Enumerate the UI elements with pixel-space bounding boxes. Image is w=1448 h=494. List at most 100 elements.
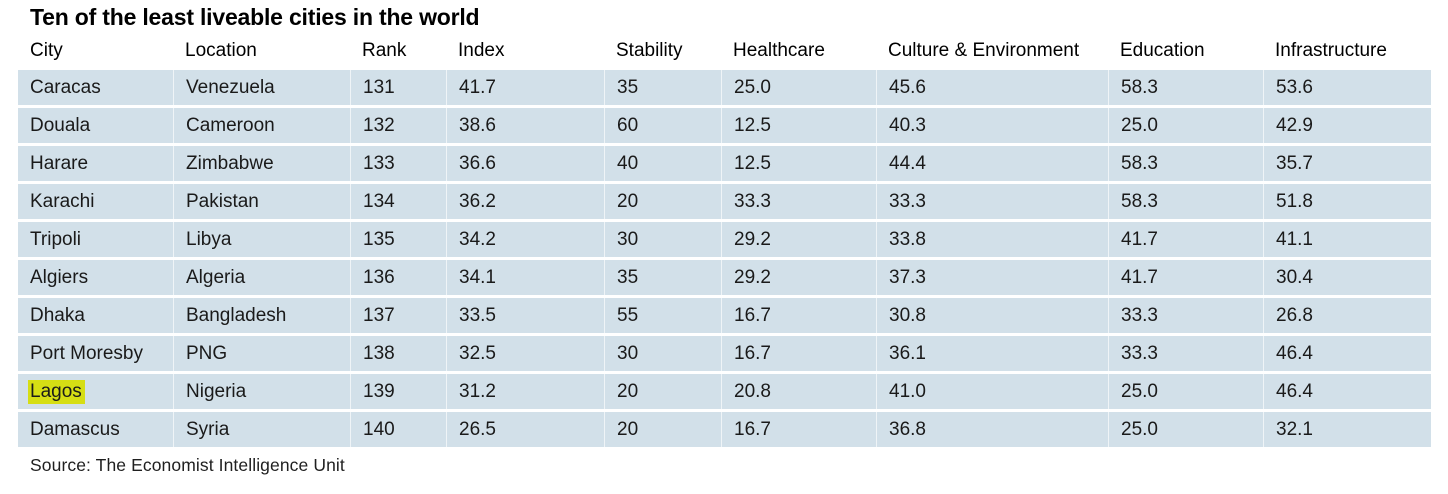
cell-tripoli-rank: 135 — [350, 222, 446, 257]
cell-port-moresby-healthcare: 16.7 — [721, 336, 876, 371]
cell-tripoli-culture-environment: 33.8 — [876, 222, 1108, 257]
cell-algiers-rank: 136 — [350, 260, 446, 295]
cell-damascus-infrastructure: 32.1 — [1263, 412, 1431, 447]
cell-karachi-culture-environment: 33.3 — [876, 184, 1108, 219]
cell-karachi-city: Karachi — [18, 184, 173, 219]
column-header-education: Education — [1108, 36, 1263, 67]
table-row-douala: Douala Cameroon 132 38.6 60 12.5 40.3 25.0 42.9 — [18, 108, 1431, 143]
cell-lagos-location: Nigeria — [173, 374, 350, 409]
column-header-index: Index — [446, 36, 604, 67]
cell-karachi-rank: 134 — [350, 184, 446, 219]
cell-tripoli-city: Tripoli — [18, 222, 173, 257]
cell-lagos-culture-environment: 41.0 — [876, 374, 1108, 409]
table-row-caracas: Caracas Venezuela 131 41.7 35 25.0 45.6 58.3 53.… — [18, 70, 1431, 105]
cell-harare-culture-environment: 44.4 — [876, 146, 1108, 181]
table-row-harare: Harare Zimbabwe 133 36.6 40 12.5 44.4 58.3 35.7 — [18, 146, 1431, 181]
table-row-tripoli: Tripoli Libya 135 34.2 30 29.2 33.8 41.7 41.1 — [18, 222, 1431, 257]
column-header-stability: Stability — [604, 36, 721, 67]
cell-port-moresby-location: PNG — [173, 336, 350, 371]
cell-douala-stability: 60 — [604, 108, 721, 143]
cell-caracas-location: Venezuela — [173, 70, 350, 105]
cell-port-moresby-city: Port Moresby — [18, 336, 173, 371]
cell-douala-location: Cameroon — [173, 108, 350, 143]
cell-karachi-education: 58.3 — [1108, 184, 1263, 219]
cell-port-moresby-index: 32.5 — [446, 336, 604, 371]
cell-harare-healthcare: 12.5 — [721, 146, 876, 181]
cell-douala-index: 38.6 — [446, 108, 604, 143]
cell-dhaka-education: 33.3 — [1108, 298, 1263, 333]
cell-tripoli-education: 41.7 — [1108, 222, 1263, 257]
cell-caracas-culture-environment: 45.6 — [876, 70, 1108, 105]
cell-tripoli-infrastructure: 41.1 — [1263, 222, 1431, 257]
column-header-rank: Rank — [350, 36, 446, 67]
cell-karachi-index: 36.2 — [446, 184, 604, 219]
cell-port-moresby-education: 33.3 — [1108, 336, 1263, 371]
cell-algiers-index: 34.1 — [446, 260, 604, 295]
cell-harare-education: 58.3 — [1108, 146, 1263, 181]
liveability-table: City Location Rank Index Stability Healthcare… — [18, 33, 1431, 450]
cell-damascus-culture-environment: 36.8 — [876, 412, 1108, 447]
column-header-culture-environment: Culture & Environment — [876, 36, 1108, 67]
cell-dhaka-index: 33.5 — [446, 298, 604, 333]
table-row-karachi: Karachi Pakistan 134 36.2 20 33.3 33.3 58.3 51.8 — [18, 184, 1431, 219]
cell-port-moresby-infrastructure: 46.4 — [1263, 336, 1431, 371]
column-header-healthcare: Healthcare — [721, 36, 876, 67]
figure-title: Ten of the least liveable cities in the … — [30, 4, 480, 30]
cell-caracas-stability: 35 — [604, 70, 721, 105]
cell-damascus-location: Syria — [173, 412, 350, 447]
table-row-damascus: Damascus Syria 140 26.5 20 16.7 36.8 25.0 32.1 — [18, 412, 1431, 447]
cell-douala-infrastructure: 42.9 — [1263, 108, 1431, 143]
cell-damascus-city: Damascus — [18, 412, 173, 447]
cell-karachi-location: Pakistan — [173, 184, 350, 219]
cell-damascus-education: 25.0 — [1108, 412, 1263, 447]
cell-harare-city: Harare — [18, 146, 173, 181]
cell-douala-education: 25.0 — [1108, 108, 1263, 143]
cell-lagos-healthcare: 20.8 — [721, 374, 876, 409]
cell-douala-city: Douala — [18, 108, 173, 143]
cell-tripoli-stability: 30 — [604, 222, 721, 257]
cell-algiers-infrastructure: 30.4 — [1263, 260, 1431, 295]
cell-caracas-index: 41.7 — [446, 70, 604, 105]
cell-harare-infrastructure: 35.7 — [1263, 146, 1431, 181]
cell-dhaka-stability: 55 — [604, 298, 721, 333]
table-figure: Ten of the least liveable cities in the … — [18, 4, 1431, 475]
cell-port-moresby-culture-environment: 36.1 — [876, 336, 1108, 371]
cell-karachi-stability: 20 — [604, 184, 721, 219]
cell-tripoli-healthcare: 29.2 — [721, 222, 876, 257]
column-header-infrastructure: Infrastructure — [1263, 36, 1431, 67]
cell-karachi-infrastructure: 51.8 — [1263, 184, 1431, 219]
cell-lagos-rank: 139 — [350, 374, 446, 409]
cell-dhaka-culture-environment: 30.8 — [876, 298, 1108, 333]
cell-caracas-healthcare: 25.0 — [721, 70, 876, 105]
cell-algiers-healthcare: 29.2 — [721, 260, 876, 295]
cell-dhaka-city: Dhaka — [18, 298, 173, 333]
table-row-lagos: Lagos Nigeria 139 31.2 20 20.8 41.0 25.0 46.4 — [18, 374, 1431, 409]
table-row-dhaka: Dhaka Bangladesh 137 33.5 55 16.7 30.8 33.3 26.8 — [18, 298, 1431, 333]
column-header-location: Location — [173, 36, 350, 67]
cell-dhaka-infrastructure: 26.8 — [1263, 298, 1431, 333]
cell-harare-location: Zimbabwe — [173, 146, 350, 181]
cell-algiers-stability: 35 — [604, 260, 721, 295]
cell-damascus-rank: 140 — [350, 412, 446, 447]
cell-caracas-rank: 131 — [350, 70, 446, 105]
column-header-city: City — [18, 36, 173, 67]
cell-caracas-education: 58.3 — [1108, 70, 1263, 105]
table-body: Caracas Venezuela 131 41.7 35 25.0 45.6 58.3 53.… — [18, 70, 1431, 447]
cell-damascus-index: 26.5 — [446, 412, 604, 447]
cell-lagos-education: 25.0 — [1108, 374, 1263, 409]
cell-lagos-city: Lagos — [18, 374, 173, 409]
cell-algiers-location: Algeria — [173, 260, 350, 295]
cell-tripoli-index: 34.2 — [446, 222, 604, 257]
cell-damascus-healthcare: 16.7 — [721, 412, 876, 447]
cell-damascus-stability: 20 — [604, 412, 721, 447]
cell-caracas-city: Caracas — [18, 70, 173, 105]
cell-caracas-infrastructure: 53.6 — [1263, 70, 1431, 105]
highlighted-city: Lagos — [28, 379, 85, 404]
cell-dhaka-rank: 137 — [350, 298, 446, 333]
cell-port-moresby-stability: 30 — [604, 336, 721, 371]
cell-lagos-infrastructure: 46.4 — [1263, 374, 1431, 409]
cell-port-moresby-rank: 138 — [350, 336, 446, 371]
source-note: Source: The Economist Intelligence Unit — [30, 455, 345, 475]
cell-algiers-culture-environment: 37.3 — [876, 260, 1108, 295]
cell-harare-rank: 133 — [350, 146, 446, 181]
